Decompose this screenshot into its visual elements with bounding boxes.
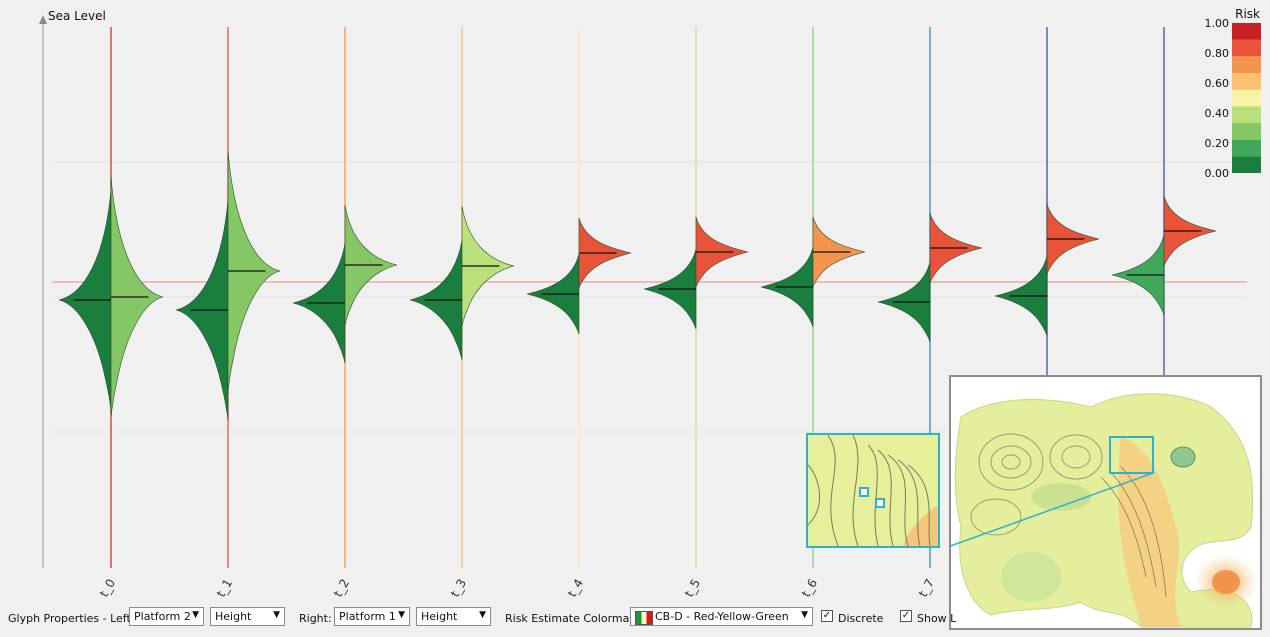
tick-label-t_1: t_1 — [214, 577, 235, 600]
left-platform-select[interactable]: Platform 2 ▼ — [129, 607, 204, 626]
legend-tick: 0.00 — [1205, 167, 1230, 180]
legend-swatch — [1232, 106, 1261, 123]
show-checkbox[interactable]: ✓ — [900, 610, 912, 622]
tick-label-t_7: t_7 — [916, 577, 937, 600]
discrete-label: Discrete — [838, 612, 884, 625]
zoom-contours — [807, 434, 938, 547]
legend-tick: 0.60 — [1205, 77, 1230, 90]
legend-tick: 0.80 — [1205, 47, 1230, 60]
chevron-down-icon: ▼ — [479, 610, 486, 620]
legend-swatch — [1232, 123, 1261, 140]
map-inset[interactable] — [944, 375, 1262, 630]
show-label: Show L — [917, 612, 957, 625]
left-property-select[interactable]: Height ▼ — [210, 607, 285, 626]
tick-label-t_4: t_4 — [565, 577, 586, 600]
left-platform-value: Platform 2 — [134, 610, 191, 623]
zoom-inset — [806, 433, 940, 548]
legend-swatch — [1232, 39, 1261, 57]
chevron-down-icon: ▼ — [801, 610, 808, 620]
right-platform-value: Platform 1 — [339, 610, 396, 623]
colormap-select[interactable]: CB-D - Red-Yellow-Green ▼ — [630, 607, 813, 626]
chevron-down-icon: ▼ — [273, 610, 280, 620]
legend-swatch — [1232, 56, 1261, 73]
glyph-left-label: Glyph Properties - Left: — [8, 612, 135, 625]
contour-map — [944, 377, 1260, 628]
legend-title: Risk — [1235, 7, 1260, 21]
legend-tick: 0.40 — [1205, 107, 1230, 120]
control-bar: Glyph Properties - Left: Platform 2 ▼ He… — [0, 604, 1270, 634]
legend-swatch — [1232, 139, 1261, 157]
colormap-value: CB-D - Red-Yellow-Green — [655, 610, 789, 623]
legend-tick: 1.00 — [1205, 17, 1230, 30]
y-axis-label: Sea Level — [48, 9, 106, 23]
left-property-value: Height — [215, 610, 252, 623]
tick-label-t_6: t_6 — [799, 577, 820, 600]
right-label: Right: — [299, 612, 332, 625]
y-axis-arrow-icon — [39, 15, 47, 24]
chevron-down-icon: ▼ — [398, 610, 405, 620]
legend-swatch — [1232, 73, 1261, 90]
colormap-label: Risk Estimate Colormap: — [505, 612, 641, 625]
tick-label-t_3: t_3 — [448, 577, 469, 600]
legend-swatch — [1232, 89, 1261, 107]
legend-tick: 0.20 — [1205, 137, 1230, 150]
tick-label-t_2: t_2 — [331, 577, 352, 600]
tick-label-t_0: t_0 — [97, 577, 118, 600]
colormap-swatch-icon — [635, 611, 653, 625]
legend-swatch — [1232, 23, 1261, 40]
right-property-value: Height — [421, 610, 458, 623]
discrete-checkbox[interactable]: ✓ — [821, 610, 833, 622]
legend-swatch — [1232, 156, 1261, 173]
right-property-select[interactable]: Height ▼ — [416, 607, 491, 626]
chevron-down-icon: ▼ — [192, 610, 199, 620]
tick-label-t_5: t_5 — [682, 577, 703, 600]
right-platform-select[interactable]: Platform 1 ▼ — [334, 607, 410, 626]
